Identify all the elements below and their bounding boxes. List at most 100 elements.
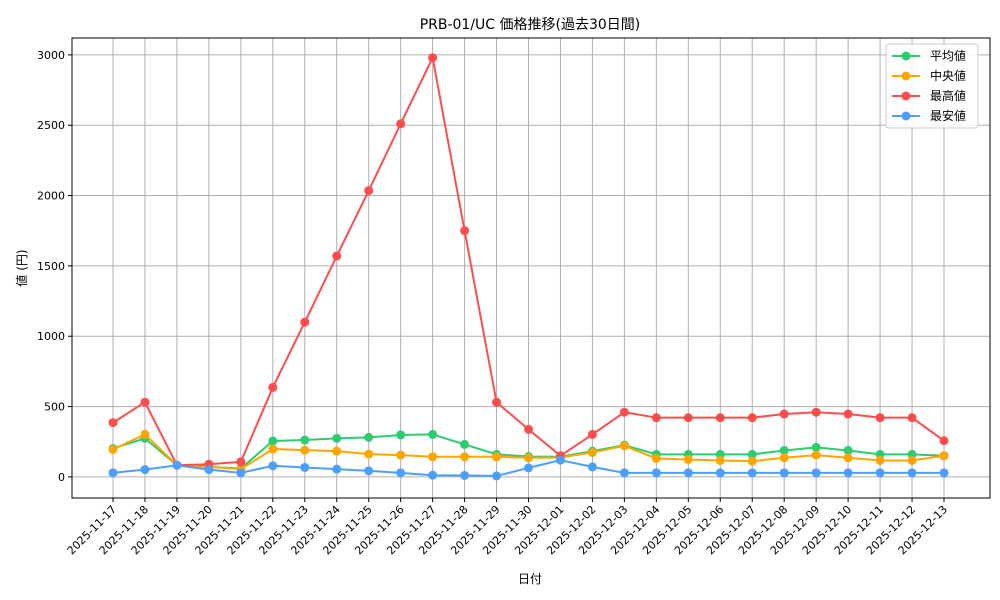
- data-point: [524, 453, 533, 463]
- data-point: [364, 432, 374, 442]
- data-point: [204, 465, 214, 475]
- legend-item: 中央値: [892, 68, 966, 83]
- data-point: [683, 413, 693, 423]
- data-point: [875, 455, 885, 465]
- data-point: [587, 462, 597, 472]
- data-point: [396, 430, 406, 440]
- legend-marker: [901, 51, 911, 61]
- data-point: [140, 429, 150, 439]
- data-point: [747, 468, 757, 478]
- data-point: [747, 413, 757, 423]
- data-point: [300, 317, 310, 327]
- data-point: [428, 53, 438, 63]
- data-point: [428, 452, 438, 462]
- data-point: [332, 464, 342, 474]
- y-tick-label: 3000: [37, 49, 65, 62]
- data-point: [555, 455, 565, 465]
- y-tick-label: 2000: [37, 190, 65, 203]
- y-tick-label: 1500: [37, 260, 65, 273]
- data-point: [747, 449, 757, 459]
- legend-label: 中央値: [930, 68, 966, 83]
- data-point: [907, 468, 917, 478]
- data-point: [939, 468, 949, 478]
- data-point: [843, 453, 853, 463]
- data-point: [460, 452, 470, 462]
- data-point: [428, 470, 438, 480]
- data-point: [332, 433, 342, 443]
- data-point: [907, 455, 917, 465]
- data-point: [587, 429, 597, 439]
- data-point: [939, 436, 949, 446]
- data-point: [875, 468, 885, 478]
- data-point: [811, 450, 821, 460]
- y-tick-label: 0: [58, 471, 65, 484]
- data-point: [268, 444, 278, 454]
- data-point: [492, 452, 502, 462]
- data-point: [715, 468, 725, 478]
- legend-item: 平均値: [892, 48, 966, 63]
- grid: [72, 38, 990, 498]
- legend-marker: [901, 91, 911, 101]
- data-point: [811, 468, 821, 478]
- data-point: [300, 445, 310, 455]
- data-point: [747, 456, 757, 466]
- series-3: [108, 455, 949, 481]
- data-point: [140, 397, 150, 407]
- data-point: [779, 409, 789, 419]
- data-point: [492, 397, 502, 407]
- data-point: [268, 436, 278, 446]
- data-point: [364, 449, 374, 459]
- legend-label: 最安値: [930, 108, 966, 123]
- data-point: [811, 407, 821, 417]
- legend-label: 平均値: [930, 48, 966, 63]
- data-point: [172, 460, 182, 470]
- data-point: [843, 445, 853, 455]
- data-point: [907, 413, 917, 423]
- data-point: [236, 468, 246, 478]
- legend-marker: [901, 71, 911, 81]
- data-point: [332, 446, 342, 456]
- data-point: [236, 457, 246, 467]
- data-point: [587, 447, 597, 457]
- legend-marker: [901, 111, 911, 121]
- y-axis-label: 値 (円): [14, 249, 29, 286]
- data-point: [396, 450, 406, 460]
- data-point: [300, 435, 310, 445]
- data-point: [268, 382, 278, 392]
- legend-item: 最安値: [892, 108, 966, 123]
- data-point: [619, 407, 629, 417]
- data-point: [651, 453, 661, 463]
- data-point: [300, 462, 310, 472]
- data-point: [364, 186, 374, 196]
- data-point: [396, 468, 406, 478]
- data-point: [811, 442, 821, 452]
- data-point: [619, 468, 629, 478]
- y-axis: 0 500 1000 1500 2000 2500 3000: [37, 49, 72, 484]
- data-point: [492, 471, 502, 481]
- data-point: [939, 451, 949, 461]
- y-tick-label: 2500: [37, 119, 65, 132]
- data-point: [651, 413, 661, 423]
- data-point: [268, 461, 278, 471]
- data-point: [619, 441, 629, 451]
- data-point: [779, 453, 789, 463]
- data-point: [428, 429, 438, 439]
- chart-title: PRB-01/UC 価格推移(過去30日間): [420, 17, 641, 33]
- data-point: [396, 119, 406, 129]
- data-point: [460, 439, 470, 449]
- data-point: [332, 251, 342, 261]
- data-point: [460, 226, 470, 236]
- data-point: [683, 468, 693, 478]
- data-point: [875, 413, 885, 423]
- data-point: [524, 463, 533, 473]
- y-tick-label: 1000: [37, 330, 65, 343]
- data-point: [524, 424, 533, 434]
- data-point: [779, 468, 789, 478]
- data-point: [108, 468, 118, 478]
- x-axis-label: 日付: [518, 572, 542, 586]
- plot-frame: [71, 37, 991, 499]
- data-point: [843, 468, 853, 478]
- data-point: [460, 470, 470, 480]
